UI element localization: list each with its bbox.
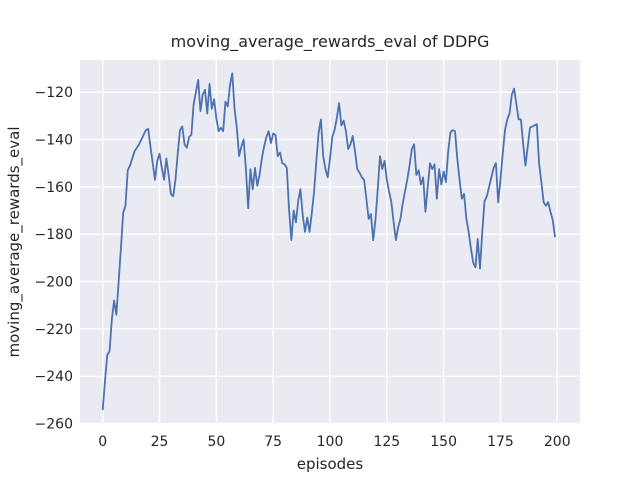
x-tick-label: 150 bbox=[430, 434, 457, 450]
y-axis-label: moving_average_rewards_eval bbox=[5, 127, 24, 358]
y-tick-label: −120 bbox=[35, 85, 73, 101]
x-tick-label: 200 bbox=[544, 434, 571, 450]
x-tick-label: 75 bbox=[264, 434, 282, 450]
y-tick-label: −240 bbox=[35, 369, 73, 385]
y-tick-label: −200 bbox=[35, 275, 73, 291]
x-tick-label: 175 bbox=[487, 434, 514, 450]
y-tick-label: −220 bbox=[35, 322, 73, 338]
x-tick-label: 0 bbox=[98, 434, 107, 450]
y-tick-label: −260 bbox=[35, 417, 73, 433]
x-tick-label: 100 bbox=[317, 434, 344, 450]
line-series-group bbox=[101, 72, 556, 411]
y-tick-label: −160 bbox=[35, 180, 73, 196]
y-tick-labels: −260 −240 −220 −200 −180 −160 −140 −120 bbox=[35, 85, 73, 432]
chart-title: moving_average_rewards_eval of DDPG bbox=[171, 32, 490, 52]
reward-line-series bbox=[101, 72, 556, 411]
x-tick-label: 125 bbox=[373, 434, 400, 450]
x-tick-label: 50 bbox=[207, 434, 225, 450]
y-tick-label: −180 bbox=[35, 227, 73, 243]
x-tick-labels: 0 25 50 75 100 125 150 175 200 bbox=[98, 434, 570, 450]
x-axis-label: episodes bbox=[297, 455, 364, 473]
y-tick-label: −140 bbox=[35, 133, 73, 149]
x-tick-label: 25 bbox=[151, 434, 169, 450]
